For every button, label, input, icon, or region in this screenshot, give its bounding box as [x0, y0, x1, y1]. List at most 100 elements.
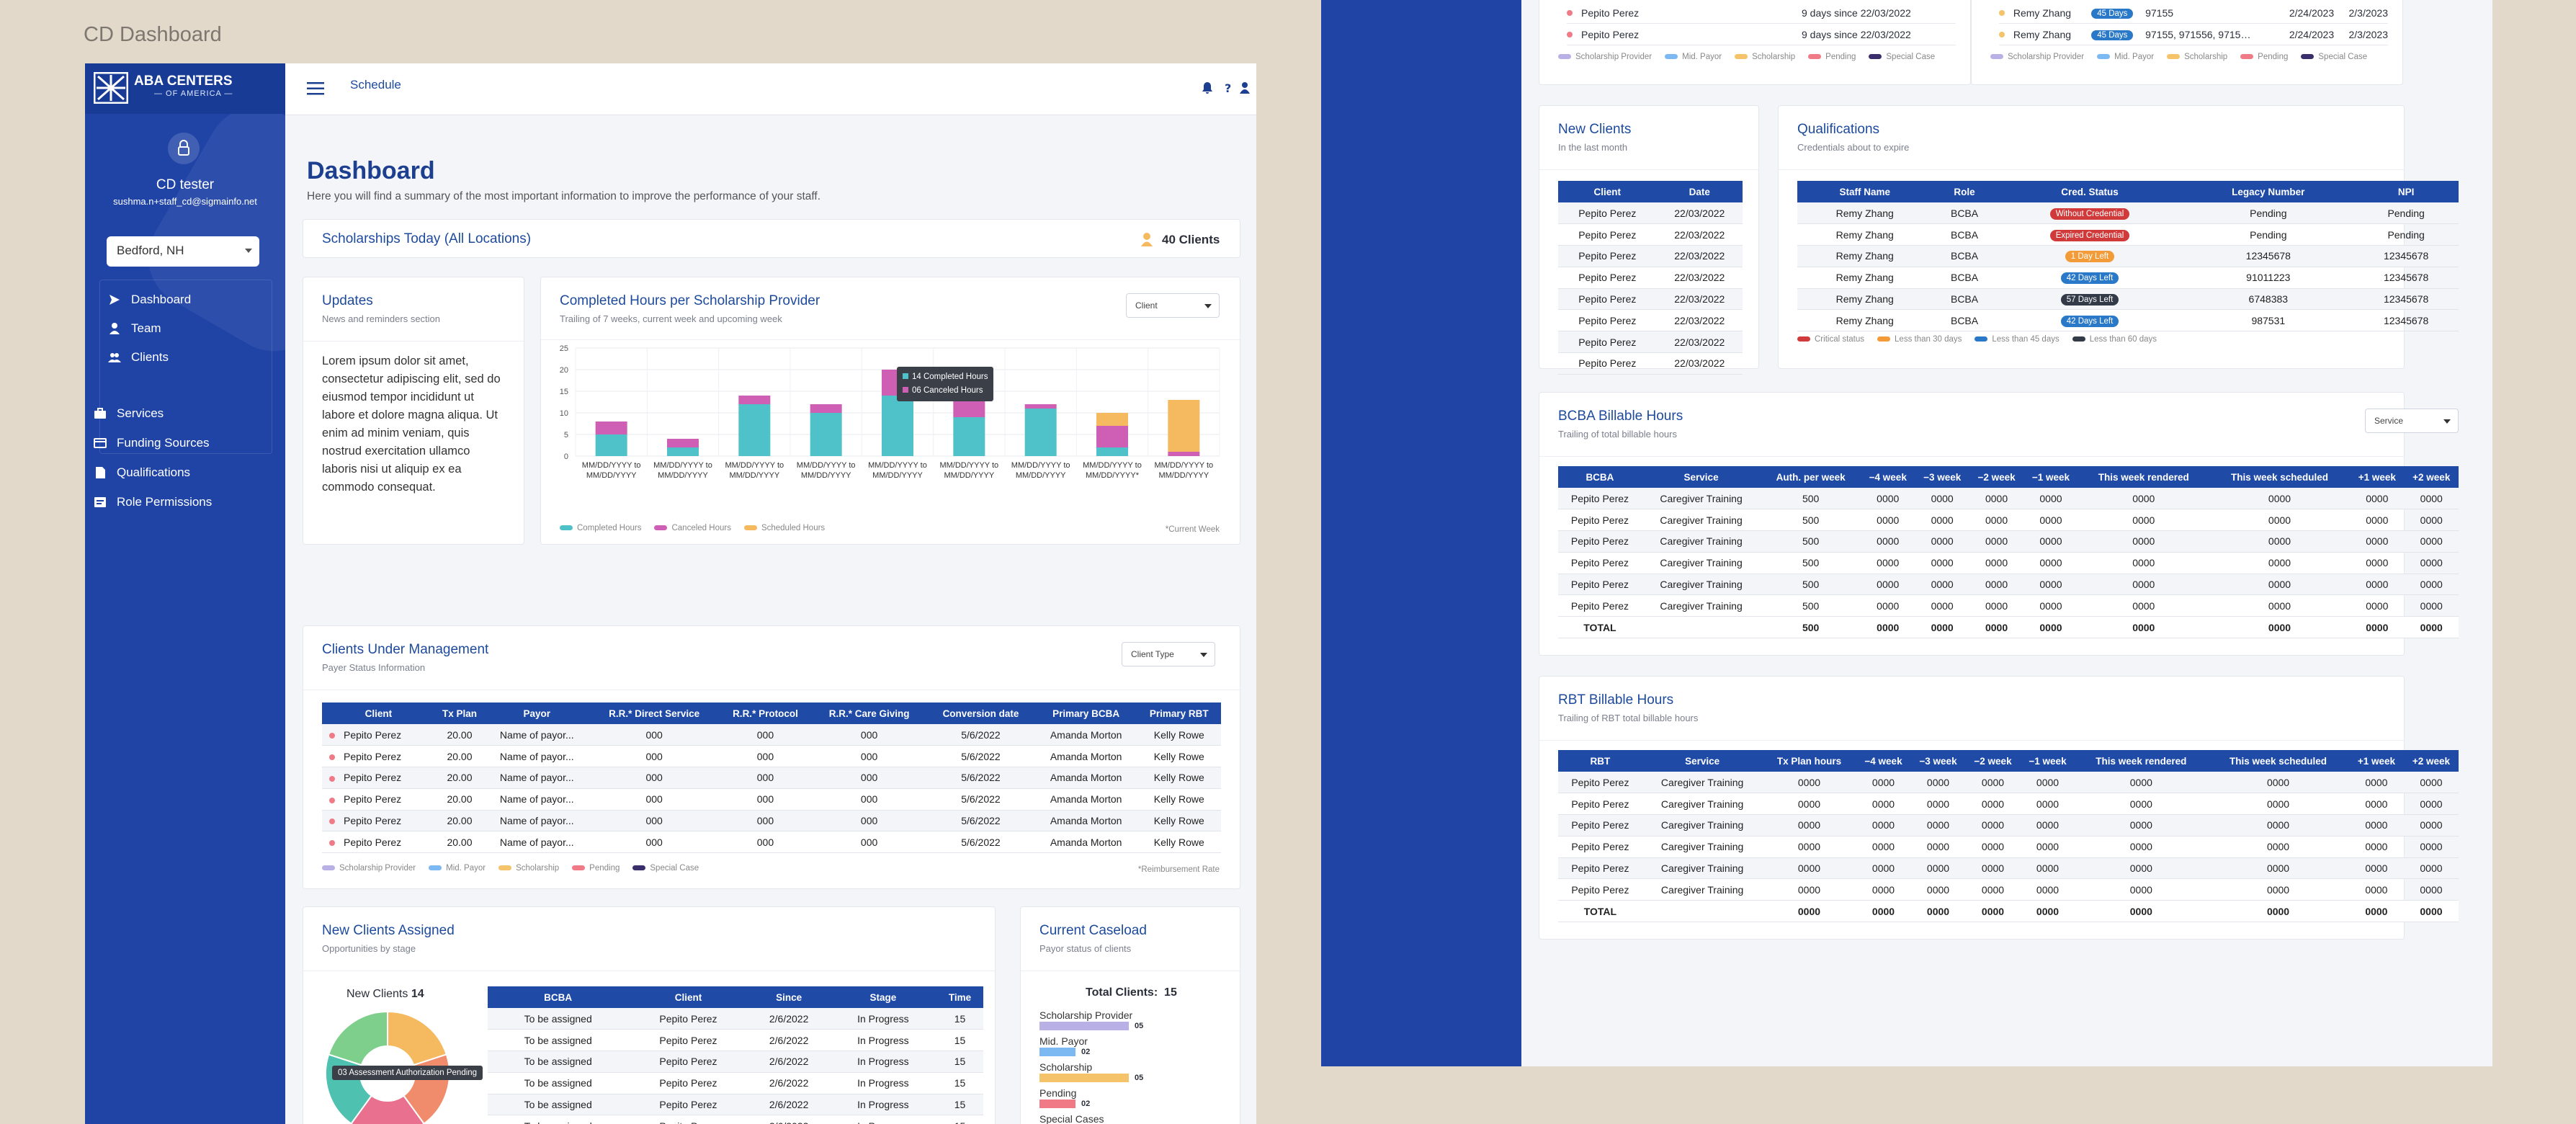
column-header[interactable]: −4 week [1861, 466, 1915, 488]
sidebar-item-dashboard[interactable]: Dashboard [108, 293, 191, 307]
table-row[interactable]: Pepito Perez Caregiver Training 500 0000 000… [1558, 594, 2459, 617]
column-header[interactable]: Auth. per week [1761, 466, 1861, 488]
table-row[interactable]: Pepito Perez Caregiver Training 0000 0000 00… [1558, 772, 2459, 794]
column-header[interactable]: Client [1558, 181, 1657, 202]
column-header[interactable]: Primary RBT [1137, 702, 1221, 724]
column-header[interactable]: R.R.* Care Giving [812, 702, 927, 724]
column-header[interactable]: NPI [2353, 181, 2459, 202]
location-select[interactable]: Bedford, NH [107, 236, 259, 267]
table-row[interactable]: Pepito Perez Caregiver Training 500 0000 000… [1558, 530, 2459, 553]
table-row[interactable]: Pepito Perez Caregiver Training 500 0000 000… [1558, 552, 2459, 574]
bar-segment[interactable] [1168, 452, 1200, 456]
sidebar-item-team[interactable]: Team [108, 321, 161, 336]
client-filter-dropdown[interactable]: Client [1126, 293, 1220, 318]
donut-slice[interactable] [327, 1010, 388, 1066]
table-row[interactable]: Pepito Perez 22/03/2022 [1558, 331, 1743, 354]
column-header[interactable]: Service [1642, 750, 1763, 772]
column-header[interactable]: −1 week [2020, 750, 2075, 772]
table-row[interactable]: Remy Zhang BCBA 42 Days Left 91011223 123456… [1797, 267, 2459, 289]
table-row[interactable]: Remy Zhang BCBA 57 Days Left 6748383 1234567… [1797, 288, 2459, 311]
bar-segment[interactable] [810, 404, 842, 413]
list-item[interactable]: Remy Zhang 45 Days 97155, 971556, 971557,.… [1999, 24, 2388, 45]
column-header[interactable]: −2 week [1969, 466, 2024, 488]
scholarships-card[interactable]: Scholarships Today (All Locations) 40 Cl… [303, 219, 1240, 258]
list-item[interactable]: Pepito Perez 9 days since 22/03/2022 [1567, 2, 1956, 24]
bar-segment[interactable] [1024, 409, 1057, 456]
bar-segment[interactable] [1096, 447, 1128, 456]
column-header[interactable]: BCBA [488, 986, 629, 1008]
table-row[interactable]: Pepito Perez 22/03/2022 [1558, 352, 1743, 375]
sidebar-item-services[interactable]: Services [94, 406, 164, 421]
table-row[interactable]: Pepito Perez 22/03/2022 [1558, 288, 1743, 311]
brand-bar[interactable]: ABA CENTERS — OF AMERICA — [85, 63, 285, 114]
column-header[interactable]: RBT [1558, 750, 1642, 772]
bar-segment[interactable] [1168, 400, 1200, 452]
table-row[interactable]: Pepito Perez Caregiver Training 0000 0000 00… [1558, 836, 2459, 858]
column-header[interactable]: Tx Plan [434, 702, 485, 724]
column-header[interactable]: −3 week [1910, 750, 1966, 772]
column-header[interactable]: Since [748, 986, 830, 1008]
sidebar-item-clients[interactable]: Clients [108, 350, 169, 365]
column-header[interactable]: −4 week [1856, 750, 1911, 772]
column-header[interactable]: −3 week [1915, 466, 1969, 488]
sidebar-item-qualifications[interactable]: Qualifications [94, 465, 190, 480]
column-header[interactable]: Staff Name [1797, 181, 1933, 202]
table-row[interactable]: Pepito Perez 20.00 Name of payor... 000 000 0… [322, 767, 1221, 789]
table-row[interactable]: Pepito Perez Caregiver Training 500 0000 000… [1558, 488, 2459, 510]
bar-segment[interactable] [810, 413, 842, 456]
service-filter-dropdown[interactable]: Service [2365, 409, 2459, 433]
table-row[interactable]: Pepito Perez Caregiver Training 500 0000 000… [1558, 509, 2459, 532]
bell-icon[interactable] [1200, 81, 1215, 95]
bar-segment[interactable] [595, 422, 627, 434]
column-header[interactable]: Date [1656, 181, 1743, 202]
bar-segment[interactable] [1096, 413, 1128, 426]
list-item[interactable]: Remy Zhang 45 Days 97155 2/24/2023 2/3/2023 [1999, 2, 2388, 24]
column-header[interactable]: Stage [829, 986, 937, 1008]
column-header[interactable]: +2 week [2404, 466, 2459, 488]
column-header[interactable]: This week rendered [2078, 466, 2209, 488]
table-row[interactable]: Pepito Perez 22/03/2022 [1558, 309, 1743, 332]
table-row[interactable]: Pepito Perez 20.00 Name of payor... 000 000 0… [322, 788, 1221, 811]
sidebar-item-role-permissions[interactable]: Role Permissions [94, 495, 212, 509]
column-header[interactable]: Payor [484, 702, 590, 724]
bar-segment[interactable] [738, 396, 771, 404]
column-header[interactable]: BCBA [1558, 466, 1642, 488]
client-type-dropdown[interactable]: Client Type [1122, 642, 1215, 666]
bar-segment[interactable] [595, 434, 627, 456]
user-icon[interactable] [1238, 81, 1252, 95]
table-row[interactable]: Pepito Perez Caregiver Training 0000 0000 00… [1558, 814, 2459, 837]
column-header[interactable]: Role [1932, 181, 1997, 202]
bar-segment[interactable] [953, 400, 985, 417]
column-header[interactable]: This week scheduled [2209, 466, 2351, 488]
list-item[interactable]: Pepito Perez 9 days since 22/03/2022 [1567, 24, 1956, 45]
column-header[interactable]: Service [1641, 466, 1761, 488]
table-row[interactable]: Remy Zhang BCBA Expired Credential Pending P… [1797, 223, 2459, 246]
help-icon[interactable]: ? [1220, 81, 1235, 95]
table-row[interactable]: Remy Zhang BCBA Without Credential Pending P… [1797, 202, 2459, 225]
column-header[interactable]: Time [936, 986, 983, 1008]
column-header[interactable]: +1 week [2348, 750, 2404, 772]
table-row[interactable]: Remy Zhang BCBA 1 Day Left 12345678 12345678 [1797, 245, 2459, 267]
column-header[interactable]: R.R.* Direct Service [589, 702, 719, 724]
breadcrumb[interactable]: Schedule [350, 78, 401, 92]
table-row[interactable]: Pepito Perez 22/03/2022 [1558, 267, 1743, 289]
table-row[interactable]: Pepito Perez Caregiver Training 0000 0000 00… [1558, 793, 2459, 816]
table-row[interactable]: Remy Zhang BCBA 42 Days Left 987531 12345678 [1797, 309, 2459, 332]
column-header[interactable]: Tx Plan hours [1762, 750, 1856, 772]
column-header[interactable]: Primary BCBA [1034, 702, 1137, 724]
table-row[interactable]: Pepito Perez 20.00 Name of payor... 000 000 0… [322, 724, 1221, 746]
column-header[interactable]: −2 week [1965, 750, 2021, 772]
bar-segment[interactable] [953, 417, 985, 456]
column-header[interactable]: Client [628, 986, 748, 1008]
column-header[interactable]: Cred. Status [1996, 181, 2183, 202]
table-row[interactable]: Pepito Perez 22/03/2022 [1558, 202, 1743, 225]
column-header[interactable]: This week scheduled [2207, 750, 2349, 772]
bar-segment[interactable] [1096, 426, 1128, 447]
bar-segment[interactable] [667, 439, 699, 447]
column-header[interactable]: This week rendered [2075, 750, 2208, 772]
